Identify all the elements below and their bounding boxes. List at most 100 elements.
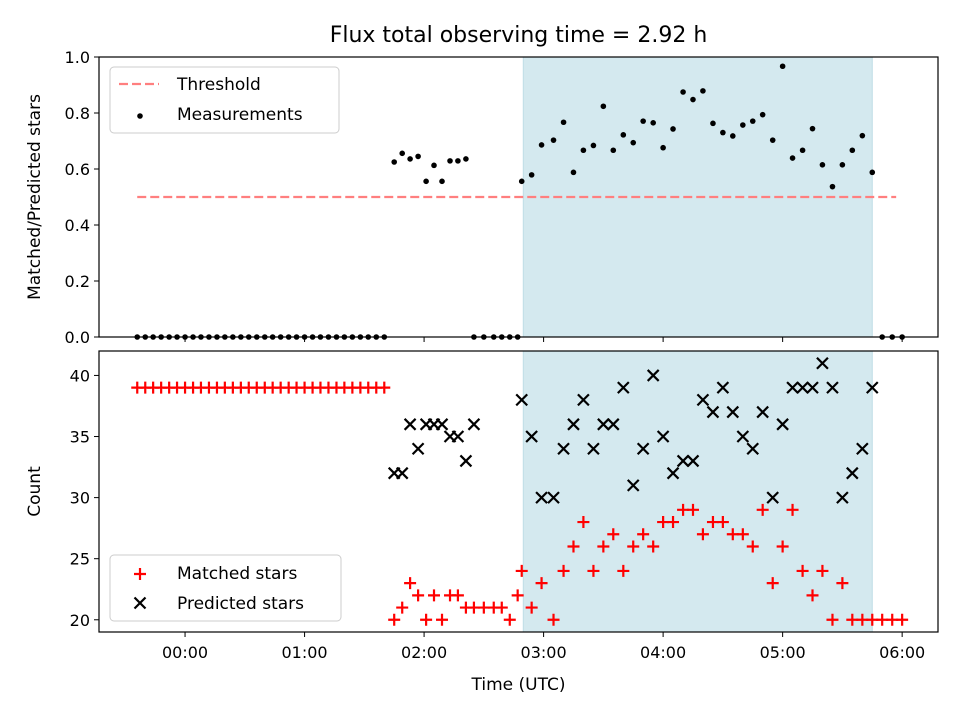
predicted-star-point [411,442,425,456]
x-axis-label: Time (UTC) [471,675,566,695]
matched-star-point [806,589,819,602]
series-matched-stars [131,381,909,626]
measurement-point [759,111,766,118]
x-tick-label: 05:00 [760,643,806,662]
matched-star-point [647,540,660,553]
matched-star-point [547,613,560,626]
predicted-star-point [646,369,660,382]
measurement-point [710,120,716,127]
predicted-star-point [557,442,570,456]
measurement-point [550,137,557,143]
measurement-point [859,132,866,139]
predicted-star-point [846,466,859,480]
measurement-point [650,120,656,126]
matched-star-point [577,516,590,529]
x-tick-label: 01:00 [282,643,328,662]
y-axis-label: Count [25,466,45,517]
matched-star-point [451,589,464,602]
measurement-point [455,158,461,164]
panel-1: 0.0 0.2 0.4 0.6 0.8 1.0 Matched/Predicted star… [25,48,939,347]
measurement-point [700,88,706,94]
predicted-star-point [587,442,600,456]
measurement-point [423,178,429,185]
predicted-star-point [766,491,779,504]
measurement-point [528,172,535,178]
measurement-point [431,162,437,169]
measurement-point [670,126,676,132]
predicted-star-point [796,381,809,394]
measurement-point [789,155,796,161]
predicted-star-point [636,442,650,456]
measurement-point [839,162,846,168]
legend-box [109,554,342,622]
y-tick-label: 0.0 [65,328,90,347]
measurement-point [580,147,587,154]
measurement-point [590,142,597,149]
matched-star-point [756,503,769,516]
matched-star-point [420,613,433,626]
predicted-star-point [856,442,869,456]
matched-star-point [396,601,409,614]
predicted-star-point [626,479,640,492]
matched-star-point [826,613,839,626]
matched-star-point [428,589,441,602]
measurement-point [560,119,567,126]
predicted-star-point [816,356,829,370]
predicted-star-point [525,430,538,443]
y-tick-label: 0.2 [65,272,90,291]
matched-star-point [567,540,580,553]
y-tick-label: 40 [70,366,90,385]
matched-star-point [766,577,779,590]
measurement-point [570,169,577,176]
y-tick-label: 30 [70,489,90,508]
measurement-point [415,153,421,160]
measurement-point [630,139,637,146]
matched-star-point [716,516,729,529]
matched-star-point [816,564,829,577]
matched-star-point [436,613,449,626]
legend: Matched stars Predicted stars [109,554,342,622]
predicted-star-point [577,393,590,407]
x-tick-label: 02:00 [401,643,447,662]
predicted-star-point [756,405,769,419]
predicted-star-point [826,381,839,394]
matched-star-point [607,528,620,541]
measurement-point [399,150,406,157]
predicted-star-point [403,418,417,431]
y-tick-label: 0.8 [65,104,90,123]
legend-predicted-swatch [133,596,147,610]
matched-star-point [846,613,859,626]
matched-star-point [535,577,548,590]
predicted-star-point [676,454,690,468]
predicted-star-point [606,418,620,431]
predicted-star-point [786,381,799,394]
legend-measurements-label: Measurements [177,105,303,125]
predicted-star-point [806,381,819,394]
measurement-point [620,132,627,138]
measurement-point [407,156,413,162]
measurement-point [610,147,617,154]
matched-star-point [525,601,538,614]
measurement-point [690,96,696,103]
predicted-star-point [716,381,730,394]
matched-star-point [746,540,759,553]
chart-title: Flux total observing time = 2.92 h [330,23,708,48]
matched-star-point [412,589,425,602]
matched-star-point [557,564,570,577]
predicted-star-point [435,418,449,431]
measurement-point [447,158,453,164]
predicted-star-point [395,466,409,480]
predicted-star-point [776,418,789,431]
predicted-star-point [865,381,879,394]
matched-star-point [388,613,401,626]
y-tick-label: 20 [70,611,90,630]
measurement-point [680,89,686,95]
predicted-star-point [686,454,700,468]
matched-star-point [796,564,809,577]
x-tick-label: 06:00 [879,643,925,662]
predicted-star-point [706,405,720,419]
measurement-point [439,178,445,185]
matched-star-point [378,381,391,394]
predicted-star-point [726,405,740,419]
